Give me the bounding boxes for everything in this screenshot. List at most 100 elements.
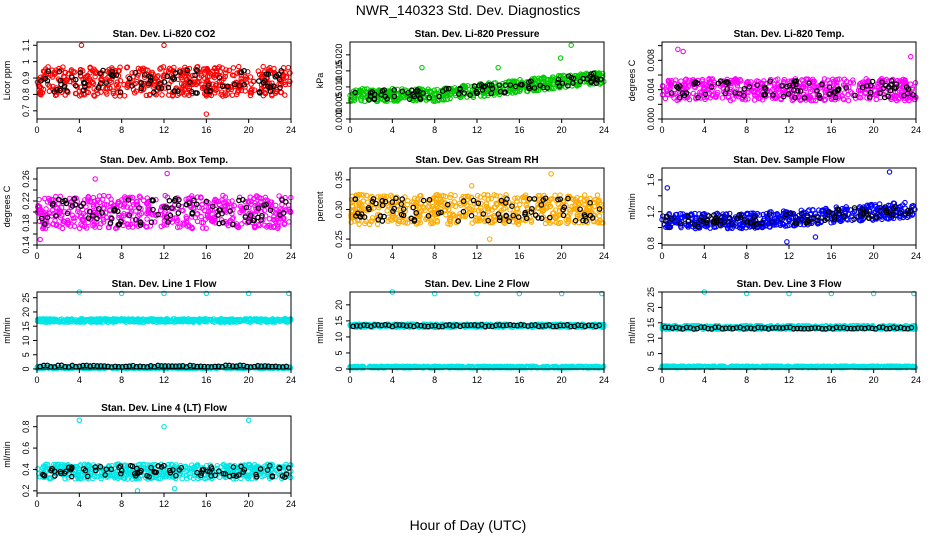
data-point bbox=[282, 81, 289, 88]
data-point bbox=[80, 91, 87, 97]
x-tick-label: 8 bbox=[432, 251, 437, 261]
y-tick-label: 1.1 bbox=[21, 39, 31, 52]
data-point bbox=[507, 87, 513, 93]
x-tick-label: 24 bbox=[599, 251, 609, 261]
data-point bbox=[267, 199, 274, 205]
data-point bbox=[71, 69, 78, 75]
data-point bbox=[179, 85, 185, 91]
mean-point bbox=[843, 85, 850, 91]
x-tick-label: 16 bbox=[201, 375, 211, 385]
mean-point bbox=[879, 79, 885, 85]
mean-point bbox=[219, 83, 226, 90]
data-point bbox=[160, 64, 167, 70]
mean-point bbox=[792, 94, 798, 101]
mean-point bbox=[132, 69, 139, 76]
mean-point bbox=[674, 84, 680, 90]
mean-point bbox=[457, 85, 463, 92]
mean-point bbox=[165, 84, 172, 91]
data-point bbox=[38, 92, 44, 98]
data-point bbox=[115, 84, 122, 90]
outlier-point bbox=[680, 48, 686, 55]
x-tick-label: 0 bbox=[659, 251, 664, 261]
data-point bbox=[195, 80, 201, 86]
mean-point bbox=[479, 87, 486, 93]
mean-point bbox=[417, 95, 423, 101]
mean-point bbox=[379, 218, 386, 224]
data-point bbox=[223, 67, 229, 73]
data-point bbox=[745, 96, 751, 102]
y-tick-label: 0.25 bbox=[334, 230, 344, 248]
y-tick-label: 10 bbox=[21, 335, 31, 345]
mean-point bbox=[158, 85, 165, 91]
data-point bbox=[285, 64, 291, 71]
data-point bbox=[36, 196, 42, 203]
mean-point bbox=[702, 91, 709, 98]
mean-point bbox=[482, 83, 488, 89]
figure-title: NWR_140323 Std. Dev. Diagnostics bbox=[355, 2, 581, 18]
mean-point bbox=[754, 82, 760, 88]
x-tick-label: 24 bbox=[911, 125, 921, 135]
x-tick-label: 20 bbox=[869, 251, 879, 261]
mean-point bbox=[877, 90, 883, 96]
data-point bbox=[773, 92, 780, 98]
mean-point bbox=[826, 84, 833, 91]
outlier-point bbox=[812, 234, 819, 240]
mean-point bbox=[142, 72, 148, 78]
mean-point bbox=[205, 82, 211, 89]
data-point bbox=[287, 70, 293, 76]
data-point bbox=[432, 98, 438, 104]
data-point bbox=[202, 66, 208, 72]
mean-point bbox=[236, 82, 243, 89]
mean-point bbox=[82, 84, 88, 90]
x-tick-label: 4 bbox=[390, 251, 395, 261]
mean-point bbox=[474, 90, 481, 96]
data-point bbox=[229, 92, 236, 98]
x-tick-label: 8 bbox=[119, 251, 124, 261]
outlier-point bbox=[784, 239, 790, 245]
mean-point bbox=[676, 94, 683, 101]
x-tick-label: 20 bbox=[557, 251, 567, 261]
y-axis-label: percent bbox=[315, 191, 325, 222]
mean-point bbox=[827, 90, 833, 97]
mean-point bbox=[668, 90, 675, 96]
mean-point bbox=[265, 71, 272, 77]
plot-panel: Stan. Dev. Amb. Box Temp.degrees C0 4 8 12 1… bbox=[2, 155, 296, 261]
mean-point bbox=[507, 82, 513, 88]
data-point bbox=[863, 76, 869, 82]
x-tick-label: 4 bbox=[77, 251, 82, 261]
data-point bbox=[287, 78, 293, 85]
mean-point bbox=[241, 68, 247, 74]
y-tick-label: 0.35 bbox=[334, 171, 344, 189]
data-point bbox=[810, 97, 816, 104]
data-point bbox=[488, 195, 495, 202]
data-point bbox=[551, 85, 557, 92]
data-point bbox=[402, 94, 408, 101]
mean-point bbox=[194, 90, 200, 96]
data-point bbox=[448, 85, 455, 92]
y-tick-label: 0.008 bbox=[646, 49, 656, 72]
data-point bbox=[682, 82, 689, 89]
data-point bbox=[46, 83, 53, 89]
x-tick-label: 8 bbox=[119, 125, 124, 135]
data-point bbox=[51, 69, 58, 75]
x-tick-label: 12 bbox=[159, 251, 169, 261]
data-point bbox=[83, 73, 90, 80]
data-point bbox=[577, 71, 584, 77]
mean-point bbox=[273, 72, 280, 79]
data-point bbox=[754, 89, 761, 95]
data-point bbox=[773, 77, 779, 83]
x-tick-label: 4 bbox=[390, 125, 395, 135]
mean-point bbox=[594, 77, 601, 83]
outlier-point bbox=[37, 236, 43, 243]
mean-point bbox=[207, 87, 214, 94]
y-axis-label: kPa bbox=[315, 73, 325, 89]
mean-point bbox=[722, 90, 729, 97]
mean-point bbox=[188, 88, 195, 95]
data-point bbox=[117, 78, 124, 84]
mean-point bbox=[761, 92, 767, 98]
data-point bbox=[699, 76, 706, 83]
data-point bbox=[256, 71, 263, 78]
mean-point bbox=[570, 80, 576, 86]
